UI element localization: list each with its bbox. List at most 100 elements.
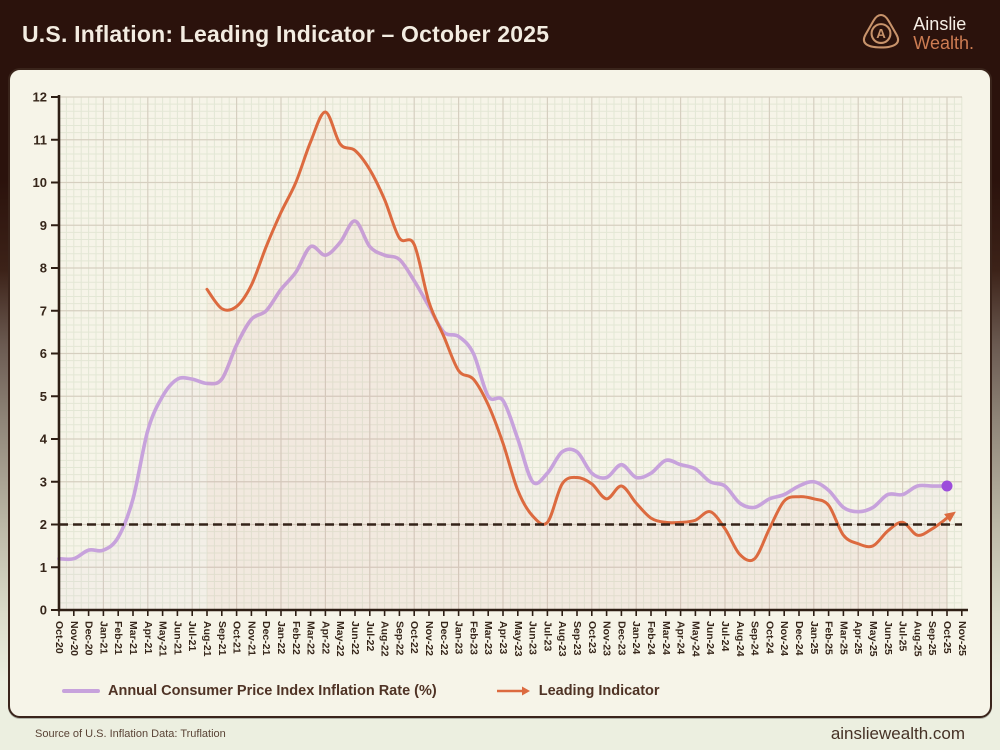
- header: U.S. Inflation: Leading Indicator – Octo…: [0, 0, 1000, 68]
- series-fill: [207, 111, 947, 610]
- x-tick-label: Jul-25: [897, 621, 909, 652]
- x-tick-label: Oct-24: [763, 621, 775, 654]
- x-tick-label: Oct-25: [941, 621, 953, 654]
- x-tick-label: Sep-24: [749, 621, 761, 656]
- y-tick-label: 9: [40, 218, 47, 233]
- x-tick-label: May-21: [157, 621, 169, 657]
- brand-name: Ainslie Wealth.: [913, 15, 974, 53]
- x-tick-label: Dec-23: [615, 621, 627, 656]
- x-tick-label: Jun-23: [527, 621, 539, 655]
- y-tick-label: 8: [40, 261, 47, 276]
- x-tick-label: Oct-21: [231, 621, 243, 654]
- y-tick-label: 12: [33, 90, 47, 105]
- series-line-cpi: [57, 219, 949, 562]
- x-tick-label: Dec-22: [438, 621, 450, 656]
- x-tick-label: Apr-25: [852, 621, 864, 654]
- x-tick-label: Aug-23: [556, 621, 568, 657]
- ainslie-logo-icon: A: [863, 13, 900, 49]
- x-tick-label: Nov-23: [601, 621, 613, 656]
- y-tick-label: 3: [40, 474, 47, 489]
- source-note: Source of U.S. Inflation Data: Truflatio…: [35, 728, 226, 740]
- x-tick-label: Dec-21: [260, 621, 272, 656]
- x-tick-label: Jul-22: [364, 621, 376, 652]
- brand-name-top: Ainslie: [913, 14, 967, 34]
- x-tick-label: Apr-24: [675, 621, 687, 654]
- x-tick-label: Jun-22: [349, 621, 361, 655]
- x-tick-label: Nov-20: [68, 621, 80, 656]
- y-tick-label: 1: [40, 560, 47, 575]
- chart-panel: 0 1 2 3 4 5 6 7 8 9 10 11 12 Oct-20 Nov-20 Dec-20 Jan-21…: [8, 68, 992, 718]
- legend-label-leading: Leading Indicator: [538, 683, 660, 699]
- x-tick-label: Mar-22: [305, 621, 317, 655]
- x-tick-label: Oct-23: [586, 621, 598, 654]
- x-tick-label: Jul-23: [541, 621, 553, 652]
- x-tick-label: Feb-21: [112, 621, 124, 655]
- website-link[interactable]: ainsliewealth.com: [830, 724, 965, 743]
- x-tick-label: Jan-25: [808, 621, 820, 654]
- x-tick-label: Jan-24: [630, 621, 642, 654]
- x-tick-label: Nov-25: [956, 621, 968, 656]
- x-tick-label: Jan-23: [453, 621, 465, 654]
- x-tick-label: Jan-21: [97, 621, 109, 654]
- y-tick-label: 10: [33, 175, 47, 190]
- x-tick-label: Nov-24: [778, 621, 790, 656]
- x-tick-label: Feb-23: [467, 621, 479, 655]
- y-tick-label: 7: [40, 303, 47, 318]
- x-tick-label: Feb-22: [290, 621, 302, 655]
- leading-arrow-swatch-icon: [496, 686, 530, 696]
- y-tick-label: 6: [40, 346, 47, 361]
- leading-arrow-marker: [944, 511, 956, 523]
- legend-item-leading: Leading Indicator: [495, 683, 660, 699]
- cpi-latest-dot: [941, 480, 953, 492]
- series-fill: [59, 220, 947, 610]
- y-tick-label: 11: [33, 132, 47, 147]
- x-tick-label: Apr-22: [319, 621, 331, 654]
- cpi-line-swatch: [62, 689, 100, 693]
- y-tick-label: 0: [40, 603, 47, 618]
- x-tick-label: Mar-24: [660, 621, 672, 655]
- legend-item-cpi: Annual Consumer Price Index Inflation Ra…: [62, 683, 437, 699]
- x-tick-label: Jun-21: [171, 621, 183, 655]
- x-tick-label: Mar-23: [482, 621, 494, 655]
- x-tick-label: Nov-21: [245, 621, 257, 656]
- x-tick-label: May-25: [867, 621, 879, 657]
- x-tick-label: Mar-21: [127, 621, 139, 655]
- x-tick-label: Sep-22: [393, 621, 405, 656]
- x-tick-label: Dec-24: [793, 621, 805, 656]
- brand: A Ainslie Wealth.: [858, 11, 974, 57]
- x-tick-label: Aug-24: [734, 621, 746, 657]
- x-tick-label: Nov-22: [423, 621, 435, 656]
- series-line-leading: [205, 110, 949, 563]
- x-tick-label: Feb-25: [823, 621, 835, 655]
- svg-text:A: A: [877, 26, 887, 41]
- x-tick-label: May-23: [512, 621, 524, 657]
- x-tick-label: Jul-21: [186, 621, 198, 652]
- y-tick-label: 2: [40, 517, 47, 532]
- x-tick-label: Dec-20: [83, 621, 95, 656]
- x-tick-label: Aug-22: [379, 621, 391, 657]
- x-tick-label: Sep-21: [216, 621, 228, 656]
- footer: Source of U.S. Inflation Data: Truflatio…: [0, 718, 1000, 750]
- x-tick-label: Jun-25: [882, 621, 894, 655]
- x-tick-label: Mar-25: [837, 621, 849, 655]
- x-tick-label: May-24: [689, 621, 701, 657]
- x-tick-label: Aug-21: [201, 621, 213, 657]
- x-tick-label: Jul-24: [719, 621, 731, 652]
- page-title: U.S. Inflation: Leading Indicator – Octo…: [22, 20, 550, 47]
- x-tick-label: Apr-23: [497, 621, 509, 654]
- y-tick-label: 5: [40, 389, 47, 404]
- x-tick-label: Aug-25: [911, 621, 923, 657]
- x-tick-label: Oct-22: [408, 621, 420, 654]
- x-tick-label: Feb-24: [645, 621, 657, 655]
- legend-label-cpi: Annual Consumer Price Index Inflation Ra…: [108, 683, 437, 699]
- x-tick-label: Sep-25: [926, 621, 938, 656]
- x-tick-label: Sep-23: [571, 621, 583, 656]
- x-tick-label: Apr-21: [142, 621, 154, 654]
- x-tick-label: Jun-24: [704, 621, 716, 655]
- x-tick-label: Oct-20: [53, 621, 65, 654]
- y-tick-label: 4: [40, 432, 48, 447]
- brand-name-bottom: Wealth.: [913, 33, 974, 53]
- x-tick-label: Jan-22: [275, 621, 287, 654]
